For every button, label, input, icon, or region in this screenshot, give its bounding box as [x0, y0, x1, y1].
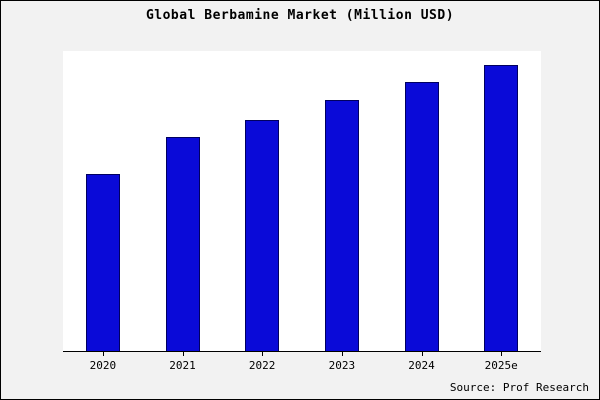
- bar-2021: [165, 136, 200, 351]
- bar-column-2025e: [461, 51, 541, 351]
- x-axis-labels: 2020 2021 2022 2023 2024 2025e: [63, 352, 541, 372]
- bar-column-2024: [382, 51, 462, 351]
- x-tick-label-2022: 2022: [222, 352, 302, 372]
- x-tick-label-2023: 2023: [302, 352, 382, 372]
- source-text: Source: Prof Research: [449, 381, 589, 394]
- bar-2025e: [484, 65, 519, 351]
- bar-column-2022: [222, 51, 302, 351]
- bar-column-2020: [63, 51, 143, 351]
- bar-2024: [404, 82, 439, 351]
- bar-2020: [85, 173, 120, 351]
- bar-column-2021: [143, 51, 223, 351]
- bar-column-2023: [302, 51, 382, 351]
- bar-2022: [245, 119, 280, 351]
- bars-container: [63, 51, 541, 351]
- x-tick-label-2021: 2021: [143, 352, 223, 372]
- x-tick-label-2020: 2020: [63, 352, 143, 372]
- chart-title: Global Berbamine Market (Million USD): [145, 8, 455, 23]
- x-tick-label-2025e: 2025e: [461, 352, 541, 372]
- plot-area: [63, 51, 541, 352]
- bar-2023: [324, 99, 359, 351]
- x-tick-label-2024: 2024: [382, 352, 462, 372]
